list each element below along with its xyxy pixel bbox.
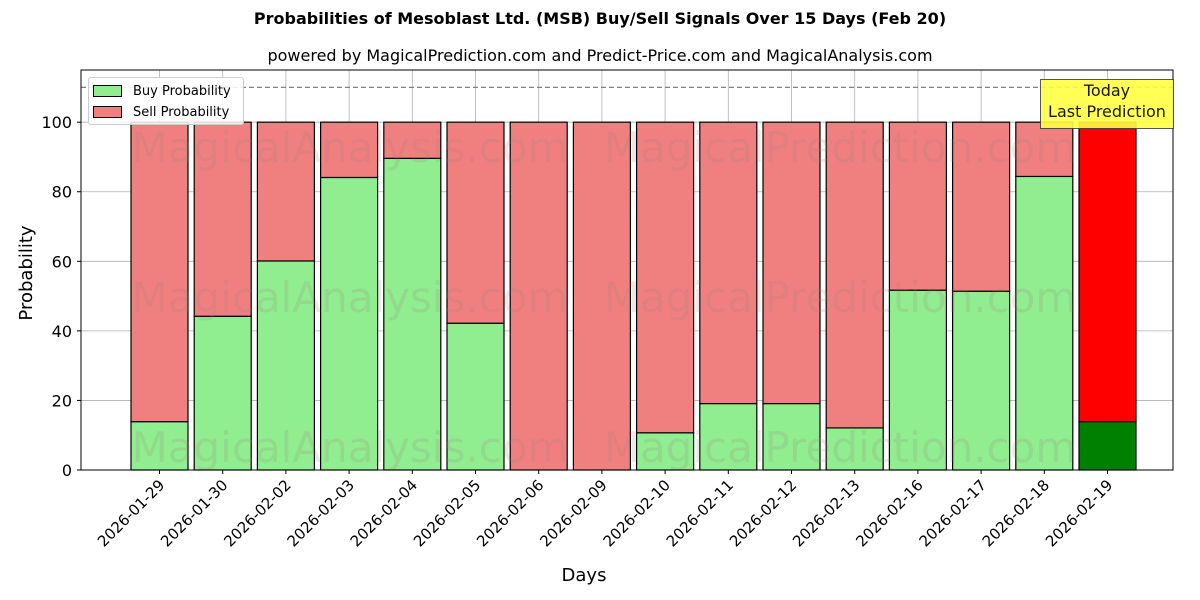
buy-swatch-icon xyxy=(93,85,122,97)
buy-bar xyxy=(762,402,821,471)
x-tick-label: 2026-01-29 xyxy=(94,476,168,550)
sell-bar xyxy=(951,121,1011,292)
sell-bar xyxy=(635,121,695,434)
sell-bar xyxy=(762,121,821,405)
sell-bar xyxy=(699,121,758,405)
y-tick-label: 100 xyxy=(41,113,72,132)
watermark-text: MagicalAnalysis.com xyxy=(132,423,569,472)
annotation-line1: Today xyxy=(1083,81,1131,100)
x-tick-label: 2026-02-04 xyxy=(347,476,421,550)
sell-bar xyxy=(509,121,568,471)
buy-bar xyxy=(825,427,884,471)
legend-item-sell: Sell Probability xyxy=(93,104,229,120)
today-annotation: Today Last Prediction xyxy=(1040,79,1174,129)
x-tick-label: 2026-02-10 xyxy=(600,476,674,550)
y-tick-label: 60 xyxy=(52,252,72,271)
x-tick-label: 2026-02-02 xyxy=(220,476,294,550)
sell-bar xyxy=(193,121,252,317)
x-tick-label: 2026-02-19 xyxy=(1042,476,1116,550)
buy-bar xyxy=(635,432,695,471)
x-axis-label: Days xyxy=(562,565,607,586)
legend-sell-label: Sell Probability xyxy=(133,104,230,120)
watermark-text: MagicalPrediction.com xyxy=(604,423,1077,472)
x-tick-label: 2026-02-06 xyxy=(473,476,547,550)
sell-bar xyxy=(572,121,632,471)
x-tick-label: 2026-02-11 xyxy=(663,476,737,550)
chart-subtitle: powered by MagicalPrediction.com and Pre… xyxy=(267,46,933,65)
x-tick-label: 2026-02-05 xyxy=(410,476,484,550)
sell-bar xyxy=(446,121,505,324)
buy-bar xyxy=(699,402,758,471)
buy-bar xyxy=(1078,421,1137,471)
buy-bar xyxy=(320,176,379,471)
y-tick-label: 0 xyxy=(62,461,72,480)
watermark-text: MagicalPrediction.com xyxy=(604,123,1077,172)
sell-bar xyxy=(383,121,442,159)
y-tick-label: 80 xyxy=(52,183,72,202)
y-tick-label: 20 xyxy=(52,391,72,410)
sell-bar xyxy=(1078,121,1137,423)
y-tick-label: 40 xyxy=(52,322,72,341)
sell-bar xyxy=(320,121,379,179)
legend-item-buy: Buy Probability xyxy=(93,83,231,99)
x-tick-label: 2026-01-30 xyxy=(157,476,231,550)
x-tick-label: 2026-02-13 xyxy=(789,476,863,550)
plot-frame xyxy=(80,69,1174,471)
watermark-text: MagicalAnalysis.com xyxy=(132,123,569,172)
x-tick-label: 2026-02-12 xyxy=(726,476,800,550)
y-axis-label: Probability xyxy=(16,225,37,320)
x-tick-label: 2026-02-09 xyxy=(536,476,610,550)
x-tick-label: 2026-02-16 xyxy=(852,476,926,550)
x-tick-label: 2026-02-03 xyxy=(284,476,358,550)
legend: Buy Probability Sell Probability xyxy=(88,77,244,125)
buy-bar xyxy=(130,421,189,471)
sell-swatch-icon xyxy=(93,106,122,118)
buy-bar xyxy=(888,289,948,471)
sell-bar xyxy=(256,121,315,262)
watermark-text: MagicalPrediction.com xyxy=(604,273,1077,322)
annotation-line2: Last Prediction xyxy=(1048,102,1166,121)
sell-bar xyxy=(888,121,948,291)
chart-title: Probabilities of Mesoblast Ltd. (MSB) Bu… xyxy=(253,9,947,28)
x-tick-label: 2026-02-18 xyxy=(979,476,1053,550)
x-tick-label: 2026-02-17 xyxy=(916,476,990,550)
sell-bar xyxy=(825,121,884,429)
watermark-text: MagicalAnalysis.com xyxy=(132,273,569,322)
buy-bar xyxy=(951,290,1011,471)
legend-buy-label: Buy Probability xyxy=(133,83,231,99)
